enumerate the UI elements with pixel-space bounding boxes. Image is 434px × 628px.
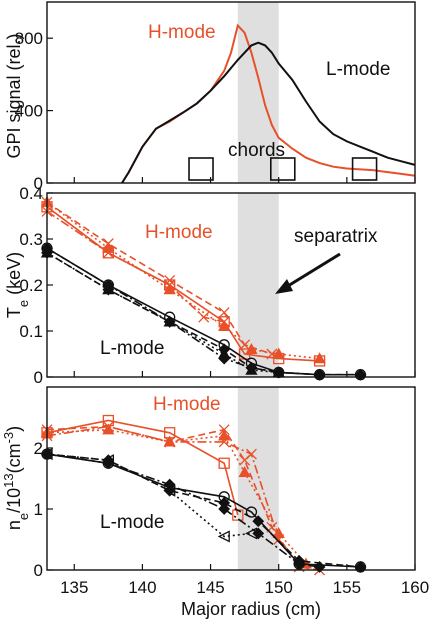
ne-panel: 0 1 2 135 140 145 150 155 160 ne/1013(cm-3) H-m… [1, 386, 429, 619]
te-ytick-label: 0.2 [19, 276, 43, 295]
te-data-point [245, 343, 258, 355]
ne-xtick-label: 155 [333, 578, 361, 597]
gpi-lmode-label: L-mode [326, 59, 390, 80]
te-data-point [239, 339, 251, 351]
te-data-point [102, 279, 115, 291]
te-ytick-label: 0.4 [19, 184, 43, 203]
gpi-hmode-label: H-mode [148, 22, 216, 43]
ne-series-h-mode-4 [46, 425, 280, 540]
ne-xtick-label: 150 [265, 578, 293, 597]
te-data-point [164, 279, 176, 291]
gpi-series-l-mode [121, 41, 416, 184]
ne-data-point [245, 448, 257, 460]
ne-data-point [218, 457, 230, 469]
ne-ylabel: ne/1013(cm-3) [1, 426, 31, 530]
te-shaded-band [237, 193, 279, 377]
te-y-ticks: 0 0.1 0.2 0.3 0.4 [19, 184, 416, 387]
ne-data-point [273, 534, 285, 545]
ne-hmode-label: H-mode [153, 394, 221, 415]
te-series-l-mode-2 [46, 252, 361, 376]
ne-xtick-label: 160 [401, 578, 429, 597]
ne-shaded-band [237, 387, 279, 570]
te-data-point [313, 352, 326, 364]
ne-xtick-label: 145 [196, 578, 224, 597]
ne-data-point [252, 527, 265, 540]
te-data-point [245, 361, 258, 374]
ne-frame [46, 386, 416, 571]
ne-series-l-mode-1 [46, 453, 361, 568]
gpi-chords-label: chords [228, 140, 285, 161]
ne-data-point [217, 530, 230, 543]
ne-series-h-mode-1 [46, 419, 239, 516]
chord-box [188, 157, 214, 181]
chord-box [351, 157, 378, 181]
gpi-ytick-label: 0 [34, 174, 43, 193]
te-series-h-mode-2 [46, 201, 273, 355]
te-data-point [163, 283, 176, 295]
te-data-point [272, 347, 285, 359]
separatrix-arrow [275, 252, 341, 294]
ne-data-point [102, 421, 114, 433]
ne-lmode-label: L-mode [100, 512, 164, 533]
te-separatrix-label: separatrix [294, 226, 378, 247]
gpi-marks [121, 23, 416, 184]
te-ytick-label: 0.1 [19, 322, 43, 341]
ne-ytick-label: 2 [34, 439, 43, 458]
te-data-point [218, 307, 230, 319]
gpi-chords [188, 157, 378, 181]
te-ytick-label: 0 [34, 368, 43, 387]
ne-x-ticks: 135 140 145 150 155 160 [60, 578, 429, 597]
te-lmode-label: L-mode [100, 338, 164, 359]
x-axis-label: Major radius (cm) [181, 599, 321, 619]
te-series-l-mode-1 [46, 247, 361, 376]
ne-series-l-mode-3 [46, 453, 252, 538]
ne-series-l-mode-2 [46, 453, 361, 568]
ne-xtick-label: 140 [128, 578, 156, 597]
ne-xtick-label: 135 [60, 578, 88, 597]
ne-y-ticks: 0 1 2 [34, 439, 416, 580]
ne-data-point [238, 466, 251, 478]
ne-data-point [164, 436, 176, 448]
ne-data-point [245, 506, 258, 518]
ne-data-point [252, 515, 265, 528]
ne-marks [40, 414, 367, 576]
ne-data-point [293, 557, 306, 570]
ne-data-point [218, 503, 231, 515]
ne-series-h-mode-2 [46, 425, 320, 571]
ne-data-point [218, 429, 231, 441]
te-data-point [218, 316, 230, 328]
te-hmode-label: H-mode [145, 222, 213, 243]
ne-data-point [102, 457, 115, 470]
chord-box [269, 157, 296, 181]
gpi-ytick-label: 800 [15, 29, 43, 48]
ne-series-l-mode-4 [46, 453, 320, 568]
gpi-ylabel: GPI signal (rel.) [4, 33, 24, 158]
te-data-point [218, 320, 231, 332]
te-data-point [218, 352, 231, 365]
te-ytick-label: 0.3 [19, 230, 43, 249]
te-data-point [163, 315, 176, 328]
ne-ytick-label: 1 [34, 500, 43, 519]
ne-data-point [218, 436, 230, 448]
ne-ytick-label: 0 [34, 561, 43, 580]
gpi-frame [46, 1, 416, 184]
ne-data-point [163, 478, 176, 491]
te-data-point [102, 247, 114, 259]
gpi-ytick-label: 400 [15, 102, 43, 121]
gpi-y-ticks: 0 400 800 [15, 29, 416, 193]
te-series-l-mode-3 [46, 252, 279, 374]
te-data-point [198, 311, 210, 323]
te-panel: 00.10.20.30.4 Te (keV) H-mode L-mode sep… [4, 184, 416, 387]
